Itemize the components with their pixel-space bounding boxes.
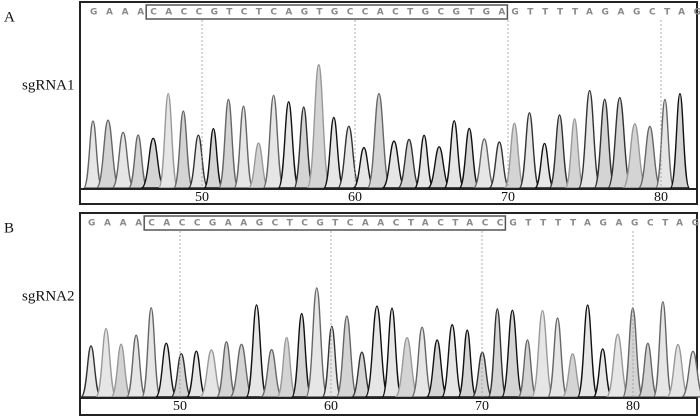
- peak: [125, 334, 147, 398]
- peak: [488, 141, 511, 189]
- peak: [277, 101, 300, 189]
- peak: [155, 342, 178, 398]
- sequence: GTTTTAGAGCTAG: [509, 219, 699, 229]
- sample-name: sgRNA1: [22, 77, 75, 93]
- peak: [534, 142, 555, 189]
- target-box: [143, 215, 507, 231]
- peak: [233, 105, 254, 189]
- peak: [547, 317, 568, 398]
- peak: [548, 114, 571, 189]
- sequence: GTTTTAGAGCTAG: [511, 8, 700, 18]
- sequence: GAAA: [88, 219, 142, 229]
- peak: [443, 120, 465, 189]
- peak: [262, 94, 285, 189]
- peak: [681, 350, 700, 398]
- peak: [276, 336, 297, 398]
- peak: [82, 120, 104, 189]
- peak: [531, 309, 554, 398]
- peak: [170, 352, 193, 398]
- peak: [517, 339, 538, 398]
- tick-label: 60: [348, 190, 362, 205]
- peak: [413, 134, 435, 189]
- peak: [457, 329, 477, 398]
- peak: [652, 300, 673, 398]
- tick-label: 50: [173, 399, 187, 414]
- peak: [321, 325, 342, 398]
- tick-label: 80: [626, 399, 640, 414]
- peak: [576, 304, 599, 398]
- peak: [458, 127, 480, 189]
- peak: [141, 307, 162, 398]
- peak: [158, 92, 179, 189]
- peak: [518, 112, 541, 189]
- peak: [305, 287, 329, 398]
- peak: [564, 118, 585, 189]
- panel-letter: A: [4, 9, 15, 25]
- peak: [669, 92, 691, 189]
- sequence: CACCGTCTCAGTGCCACTGCGTGA: [150, 8, 505, 18]
- peak: [637, 342, 659, 398]
- peak: [336, 125, 361, 189]
- tick-label: 80: [654, 190, 668, 205]
- frame: [79, 1, 698, 205]
- peak: [487, 308, 508, 398]
- peak: [364, 305, 390, 398]
- peak: [366, 92, 392, 189]
- peak: [655, 98, 675, 189]
- peak: [80, 345, 102, 398]
- peak: [187, 134, 210, 189]
- peak: [503, 122, 526, 189]
- peak: [472, 138, 496, 189]
- tick-label: 70: [475, 399, 489, 414]
- target-box: [145, 4, 509, 20]
- peak: [173, 110, 194, 189]
- panel-letter: B: [4, 220, 14, 236]
- frame: [79, 212, 698, 416]
- peak: [397, 138, 421, 189]
- peak: [501, 309, 524, 398]
- sequence: GAAA: [90, 8, 144, 18]
- peak: [127, 134, 149, 189]
- tick-label: 60: [324, 399, 338, 414]
- peak: [323, 116, 345, 189]
- sample-name: sgRNA2: [22, 288, 75, 304]
- peak: [260, 348, 284, 398]
- peak: [306, 64, 332, 189]
- peak: [110, 343, 132, 398]
- tick-label: 50: [195, 190, 209, 205]
- peak: [218, 98, 239, 189]
- tick-label: 70: [501, 190, 515, 205]
- peak: [441, 324, 464, 398]
- peak: [577, 89, 602, 189]
- peak: [111, 131, 135, 189]
- peak: [95, 328, 117, 398]
- sequence: CACCGAAGCTCGTCAACTACTACC: [148, 219, 504, 229]
- peak: [381, 307, 403, 398]
- peak: [203, 127, 224, 189]
- peak: [471, 351, 494, 398]
- peak: [411, 326, 434, 398]
- peak: [245, 304, 268, 398]
- peak: [335, 315, 359, 398]
